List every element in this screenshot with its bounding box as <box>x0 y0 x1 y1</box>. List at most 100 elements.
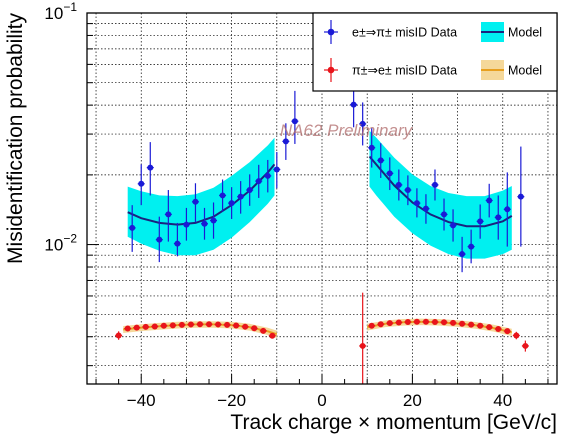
data-point <box>431 169 439 201</box>
data-point <box>237 181 245 214</box>
legend-label-data: e±⇒π± misID Data <box>352 26 457 40</box>
data-point <box>359 292 367 384</box>
data-points <box>115 76 529 384</box>
data-point <box>494 325 502 332</box>
data-point <box>173 222 181 257</box>
x-axis-title: Track charge × momentum [GeV/c] <box>230 411 557 434</box>
data-point <box>458 320 466 327</box>
data-point <box>201 207 208 240</box>
data-point <box>494 195 502 240</box>
data-point <box>282 123 290 160</box>
data-point <box>182 207 190 241</box>
data-point <box>187 321 195 328</box>
data-point <box>214 321 222 328</box>
legend-label-model: Model <box>508 64 542 78</box>
x-tick-label: −40 <box>127 391 156 410</box>
legend: e±⇒π± misID Data Model π±⇒e± misID Data Mod… <box>312 12 558 92</box>
data-point <box>259 327 267 334</box>
data-point <box>115 331 123 340</box>
legend-item-1: π±⇒e± misID Data Model <box>324 58 542 82</box>
data-point <box>128 205 136 252</box>
y-tick-label: 10−2 <box>44 232 77 255</box>
data-point <box>359 102 367 146</box>
data-point <box>196 321 204 328</box>
data-point <box>440 319 448 326</box>
data-point <box>191 183 199 223</box>
data-point <box>467 229 475 264</box>
data-point <box>264 159 272 193</box>
data-point <box>422 194 430 224</box>
data-point <box>521 340 529 352</box>
data-point <box>368 322 376 329</box>
data-point <box>164 190 172 242</box>
model-line-1-0 <box>123 323 278 336</box>
data-point <box>250 325 258 332</box>
data-point <box>241 323 249 330</box>
data-point <box>137 164 145 206</box>
legend-label-model: Model <box>508 26 542 40</box>
data-point <box>404 319 412 326</box>
legend-item-0: e±⇒π± misID Data Model <box>324 20 542 44</box>
data-point <box>467 321 475 328</box>
x-tick-label: 40 <box>493 391 512 410</box>
data-point <box>377 321 385 328</box>
data-point <box>246 174 254 206</box>
data-point <box>133 324 141 331</box>
data-point <box>377 143 385 178</box>
data-point <box>219 179 227 212</box>
data-point <box>169 322 177 329</box>
model-line-0-1 <box>368 155 513 228</box>
data-point <box>273 152 281 189</box>
x-tick-label: 20 <box>403 391 422 410</box>
legend-marker-dot <box>327 66 335 74</box>
data-point <box>476 204 484 239</box>
data-point <box>440 198 448 231</box>
data-point <box>151 323 159 330</box>
data-point <box>449 319 457 326</box>
data-point <box>422 318 430 325</box>
data-point <box>395 319 403 326</box>
x-tick-label: 0 <box>317 391 326 410</box>
data-point <box>291 90 299 144</box>
legend-marker-dot <box>327 28 335 36</box>
model-band-0-0 <box>127 137 275 256</box>
data-point <box>268 332 276 339</box>
data-point <box>386 157 394 191</box>
axes: −40 −20 0 20 40 10−2 10−1 <box>44 0 549 410</box>
data-point <box>223 321 231 328</box>
data-point <box>232 322 240 329</box>
data-point <box>404 175 412 206</box>
data-point <box>413 188 421 218</box>
data-point <box>155 216 163 263</box>
data-point <box>458 236 466 273</box>
data-point <box>485 183 493 218</box>
data-point <box>413 318 421 325</box>
data-point <box>160 322 168 329</box>
data-point <box>178 321 186 328</box>
data-point <box>146 142 154 196</box>
data-point <box>210 202 218 239</box>
legend-label-data: π±⇒e± misID Data <box>352 64 457 78</box>
y-axis-title: Misidentification probability <box>4 13 27 264</box>
data-point <box>368 128 376 168</box>
x-tick-label: −20 <box>217 391 246 410</box>
watermark-text: NA62 Preliminary <box>280 121 414 140</box>
y-tick-label: 10−1 <box>44 0 77 23</box>
data-point <box>395 169 403 201</box>
data-point <box>512 331 520 340</box>
data-point <box>503 172 511 247</box>
data-point <box>386 320 394 327</box>
data-point <box>124 325 132 332</box>
data-point <box>517 146 525 247</box>
data-point <box>142 323 150 330</box>
data-point <box>228 187 236 219</box>
model-band-0-1 <box>369 130 512 259</box>
data-point <box>476 322 484 329</box>
data-point <box>255 164 263 198</box>
data-point <box>485 324 493 331</box>
data-point <box>431 319 439 326</box>
legend-box <box>312 12 558 92</box>
data-point <box>503 328 511 335</box>
data-point <box>449 209 457 242</box>
